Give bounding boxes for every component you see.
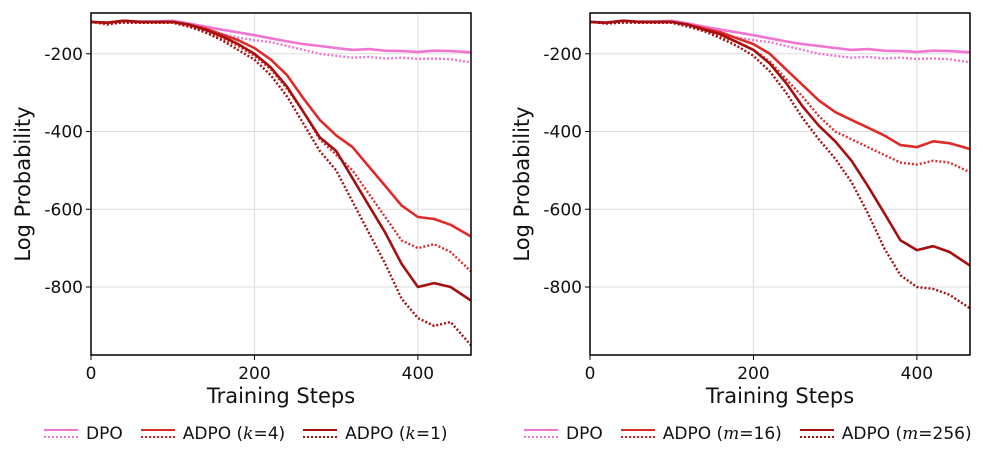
legend-swatch-dpo — [44, 427, 78, 441]
y-tick-label: -800 — [44, 278, 83, 298]
series-line-1 — [90, 20, 472, 64]
series-line-3 — [90, 20, 472, 273]
x-axis-label: Training Steps — [705, 384, 854, 408]
legend-item-adpo-k1: ADPO (k=1) — [303, 424, 448, 444]
y-tick-label: -400 — [543, 123, 582, 143]
legend-item-adpo-m16: ADPO (m=16) — [620, 424, 782, 444]
y-tick-label: -400 — [44, 123, 83, 143]
y-tick-label: -600 — [543, 200, 582, 220]
y-axis-label: Log Probability — [510, 106, 534, 261]
y-tick-label: -200 — [44, 45, 83, 65]
x-tick-label: 200 — [737, 364, 769, 384]
left-legend: DPO ADPO (k=4) ADPO (k=1) — [44, 424, 466, 444]
series-line-2 — [90, 19, 472, 238]
legend-item-dpo: DPO — [524, 424, 603, 444]
series-line-4 — [589, 19, 971, 267]
x-tick-label: 0 — [585, 364, 596, 384]
series-line-0 — [589, 19, 971, 54]
right-legend: DPO ADPO (m=16) ADPO (m=256) — [524, 424, 990, 444]
y-tick-label: -200 — [543, 45, 582, 65]
y-axis-label: Log Probability — [11, 106, 35, 261]
legend-label-adpo-m256: ADPO (m=256) — [841, 424, 972, 444]
legend-label-adpo-k4: ADPO (k=4) — [182, 424, 286, 444]
legend-item-adpo-k4: ADPO (k=4) — [140, 424, 286, 444]
legend-item-dpo: DPO — [44, 424, 123, 444]
right-chart-panel: 0 200 400 -200 -400 -600 -800 Training Steps Log… — [510, 12, 971, 408]
plot-frame — [589, 12, 971, 356]
legend-item-adpo-m256: ADPO (m=256) — [799, 424, 972, 444]
series-line-3 — [589, 20, 971, 174]
legend-swatch-adpo-m16 — [620, 427, 655, 441]
left-chart-panel: 0 200 400 -200 -400 -600 -800 Training Steps Log… — [11, 12, 472, 408]
legend-label-dpo: DPO — [566, 424, 603, 444]
legend-swatch-dpo — [524, 427, 558, 441]
x-tick-label: 200 — [238, 364, 270, 384]
legend-swatch-adpo-k1 — [303, 427, 338, 441]
series-line-1 — [589, 20, 971, 64]
y-tick-label: -600 — [44, 200, 83, 220]
x-tick-label: 400 — [402, 364, 434, 384]
legend-label-adpo-m16: ADPO (m=16) — [662, 424, 782, 444]
series-line-0 — [90, 19, 472, 54]
y-tick-label: -800 — [543, 278, 582, 298]
legend-label-dpo: DPO — [86, 424, 123, 444]
series-line-4 — [90, 19, 472, 302]
legend-swatch-adpo-m256 — [799, 427, 834, 441]
legend-swatch-adpo-k4 — [140, 427, 175, 441]
legend-label-adpo-k1: ADPO (k=1) — [345, 424, 448, 444]
series-line-5 — [90, 20, 472, 347]
plot-frame — [90, 12, 472, 356]
x-tick-label: 400 — [901, 364, 933, 384]
x-tick-label: 0 — [86, 364, 97, 384]
x-axis-label: Training Steps — [206, 384, 355, 408]
